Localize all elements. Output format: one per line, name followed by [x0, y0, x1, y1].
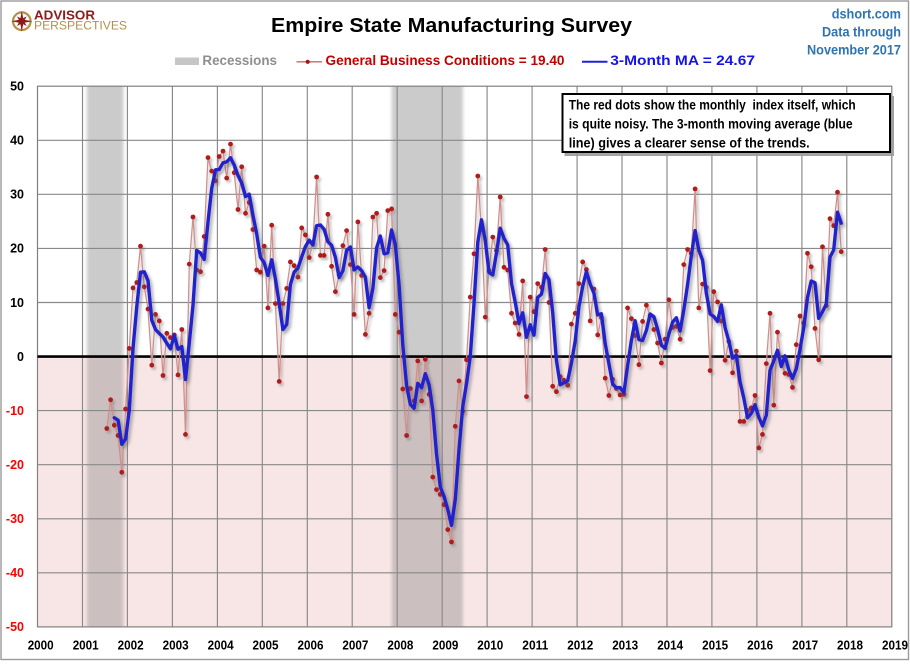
svg-text:2013: 2013	[612, 638, 638, 652]
svg-text:November 2017: November 2017	[807, 43, 901, 58]
svg-text:0: 0	[17, 350, 24, 364]
svg-text:2011: 2011	[522, 638, 548, 652]
svg-text:Data through: Data through	[822, 25, 901, 40]
svg-text:Empire State Manufacturing Sur: Empire State Manufacturing Survey	[271, 14, 633, 37]
svg-text:-20: -20	[6, 458, 24, 472]
svg-text:2003: 2003	[163, 638, 189, 652]
svg-text:PERSPECTIVES: PERSPECTIVES	[34, 19, 127, 33]
svg-text:3-Month MA = 24.67: 3-Month MA = 24.67	[610, 53, 755, 68]
svg-text:2016: 2016	[747, 638, 773, 652]
svg-text:2014: 2014	[657, 638, 683, 652]
svg-text:10: 10	[10, 296, 24, 310]
svg-text:2007: 2007	[342, 638, 368, 652]
svg-text:2019: 2019	[882, 638, 908, 652]
svg-text:The red dots show the monthly: The red dots show the monthly index itse…	[569, 98, 856, 113]
svg-text:2008: 2008	[387, 638, 413, 652]
svg-text:ADVISOR: ADVISOR	[34, 8, 95, 22]
svg-text:2004: 2004	[208, 638, 234, 652]
svg-text:2006: 2006	[298, 638, 324, 652]
svg-text:2012: 2012	[567, 638, 593, 652]
svg-text:2010: 2010	[477, 638, 503, 652]
svg-text:2000: 2000	[28, 638, 54, 652]
svg-text:-50: -50	[6, 620, 24, 634]
svg-text:-30: -30	[6, 512, 24, 526]
svg-text:2005: 2005	[253, 638, 279, 652]
svg-text:dshort.com: dshort.com	[832, 7, 901, 22]
svg-text:is quite noisy. The 3-month mo: is quite noisy. The 3-month moving avera…	[569, 117, 853, 132]
svg-text:50: 50	[10, 80, 24, 94]
svg-text:line) gives a clearer sense of: line) gives a clearer sense of the trend…	[569, 136, 810, 151]
svg-text:2017: 2017	[792, 638, 818, 652]
svg-text:2002: 2002	[118, 638, 144, 652]
svg-text:General Business Conditions =: General Business Conditions = 19.40	[326, 53, 565, 68]
svg-text:40: 40	[10, 134, 24, 148]
svg-text:-40: -40	[6, 566, 24, 580]
svg-text:2015: 2015	[702, 638, 728, 652]
svg-text:20: 20	[10, 242, 24, 256]
svg-text:Recessions: Recessions	[202, 53, 277, 68]
svg-text:-10: -10	[6, 404, 24, 418]
svg-text:2001: 2001	[73, 638, 99, 652]
svg-text:2018: 2018	[837, 638, 863, 652]
svg-text:2009: 2009	[432, 638, 458, 652]
svg-text:30: 30	[10, 188, 24, 202]
